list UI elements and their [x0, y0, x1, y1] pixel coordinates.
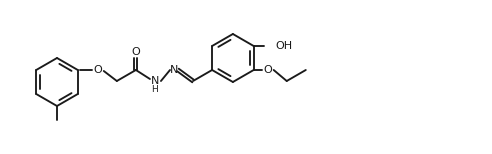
Text: H: H: [152, 85, 158, 95]
Text: O: O: [263, 65, 272, 75]
Text: N: N: [151, 76, 159, 86]
Text: OH: OH: [276, 41, 293, 51]
Text: O: O: [93, 65, 102, 75]
Text: N: N: [170, 65, 178, 75]
Text: O: O: [131, 47, 140, 57]
